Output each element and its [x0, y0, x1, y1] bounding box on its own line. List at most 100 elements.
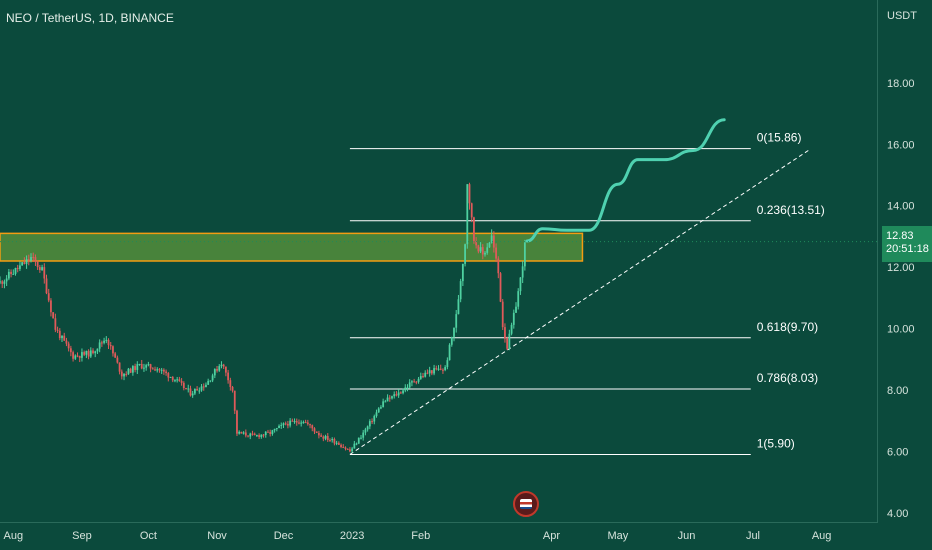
candle-body: [349, 449, 351, 452]
candle-body: [311, 425, 314, 429]
candle-body: [497, 258, 500, 274]
y-tick-label: 14.00: [887, 201, 915, 213]
candle-body: [309, 424, 311, 426]
candle-body: [470, 203, 473, 218]
candle-body: [16, 267, 19, 269]
candle-body: [27, 259, 30, 261]
candle-body: [200, 386, 203, 391]
support-trendline[interactable]: [349, 150, 809, 455]
candle-body: [61, 335, 63, 339]
candle-body: [187, 388, 190, 390]
candle-body: [402, 390, 404, 394]
candle-body: [167, 373, 170, 378]
candle-body: [209, 380, 212, 382]
candle-body: [114, 353, 117, 358]
candle-body: [269, 432, 272, 434]
candle-body: [213, 369, 216, 376]
candle-body: [422, 376, 424, 378]
candle-body: [461, 263, 464, 282]
flag-icon[interactable]: [513, 491, 539, 517]
candle-body: [510, 324, 513, 334]
candle-body: [499, 273, 502, 302]
candle-body: [58, 330, 61, 339]
candle-body: [38, 267, 41, 271]
candle-body: [136, 364, 139, 370]
candle-body: [371, 421, 373, 423]
candle-body: [326, 436, 329, 441]
candle-body: [393, 394, 396, 397]
candle-body: [415, 381, 418, 383]
candle-body: [89, 350, 92, 357]
resistance-zone[interactable]: [0, 232, 584, 262]
candle-body: [329, 440, 331, 442]
candle-body: [477, 245, 480, 252]
candle-body: [302, 422, 305, 424]
candle-body: [145, 365, 148, 368]
candle-body: [1, 281, 4, 284]
candle-body: [337, 442, 340, 445]
candle-body: [448, 344, 451, 361]
candle-body: [10, 271, 12, 275]
candle-body: [380, 407, 382, 409]
candle-body: [426, 372, 429, 374]
last-price-tag: 12.83 20:51:18: [882, 226, 932, 262]
candle-body: [242, 432, 245, 434]
candle-body: [240, 431, 243, 434]
candle-body: [388, 397, 391, 399]
candle-body: [81, 352, 83, 358]
candle-body: [495, 247, 497, 259]
candle-body: [120, 371, 123, 377]
candle-body: [353, 443, 356, 449]
y-tick-label: 18.00: [887, 78, 915, 90]
x-tick-label: Sep: [72, 530, 92, 542]
candle-body: [189, 388, 192, 396]
candle-body: [468, 184, 471, 204]
candle-body: [134, 366, 136, 370]
fib-level-label: 0.618(9.70): [757, 320, 818, 334]
candle-body: [76, 355, 79, 357]
candle-body: [5, 278, 8, 282]
candle-body: [315, 431, 318, 434]
candle-body: [395, 394, 398, 396]
candle-body: [295, 421, 298, 423]
candle-body: [306, 422, 309, 425]
fib-level-label: 1(5.90): [757, 436, 795, 450]
candle-body: [342, 447, 345, 449]
candle-body: [25, 259, 28, 264]
candle-body: [180, 381, 183, 383]
candle-body: [521, 266, 524, 278]
candle-body: [96, 348, 99, 352]
candle-body: [519, 277, 522, 292]
candle-body: [112, 346, 114, 354]
candle-body: [417, 378, 420, 382]
candle-body: [481, 247, 484, 255]
candle-body: [253, 433, 256, 436]
candle-body: [368, 421, 371, 427]
candle-body: [300, 422, 303, 424]
candle-body: [211, 375, 214, 381]
candle-body: [125, 373, 128, 375]
x-tick-label: Aug: [812, 530, 832, 542]
candle-body: [508, 333, 511, 349]
candle-body: [100, 342, 103, 344]
candle-body: [83, 352, 86, 355]
candle-body: [69, 348, 72, 353]
candle-body: [151, 368, 154, 370]
candle-body: [19, 265, 21, 269]
candle-body: [486, 247, 489, 253]
symbol-title: NEO / TetherUS, 1D, BINANCE: [6, 11, 174, 25]
candle-body: [247, 435, 249, 437]
candle-body: [344, 447, 347, 449]
candle-body: [475, 240, 478, 246]
candle-body: [224, 366, 227, 373]
candle-body: [65, 340, 68, 344]
candle-body: [455, 314, 458, 328]
projection-path[interactable]: [525, 118, 726, 243]
candle-body: [289, 420, 292, 426]
candle-body: [129, 368, 132, 373]
candle-body: [362, 432, 365, 438]
candle-body: [251, 433, 254, 435]
candle-body: [47, 293, 50, 301]
